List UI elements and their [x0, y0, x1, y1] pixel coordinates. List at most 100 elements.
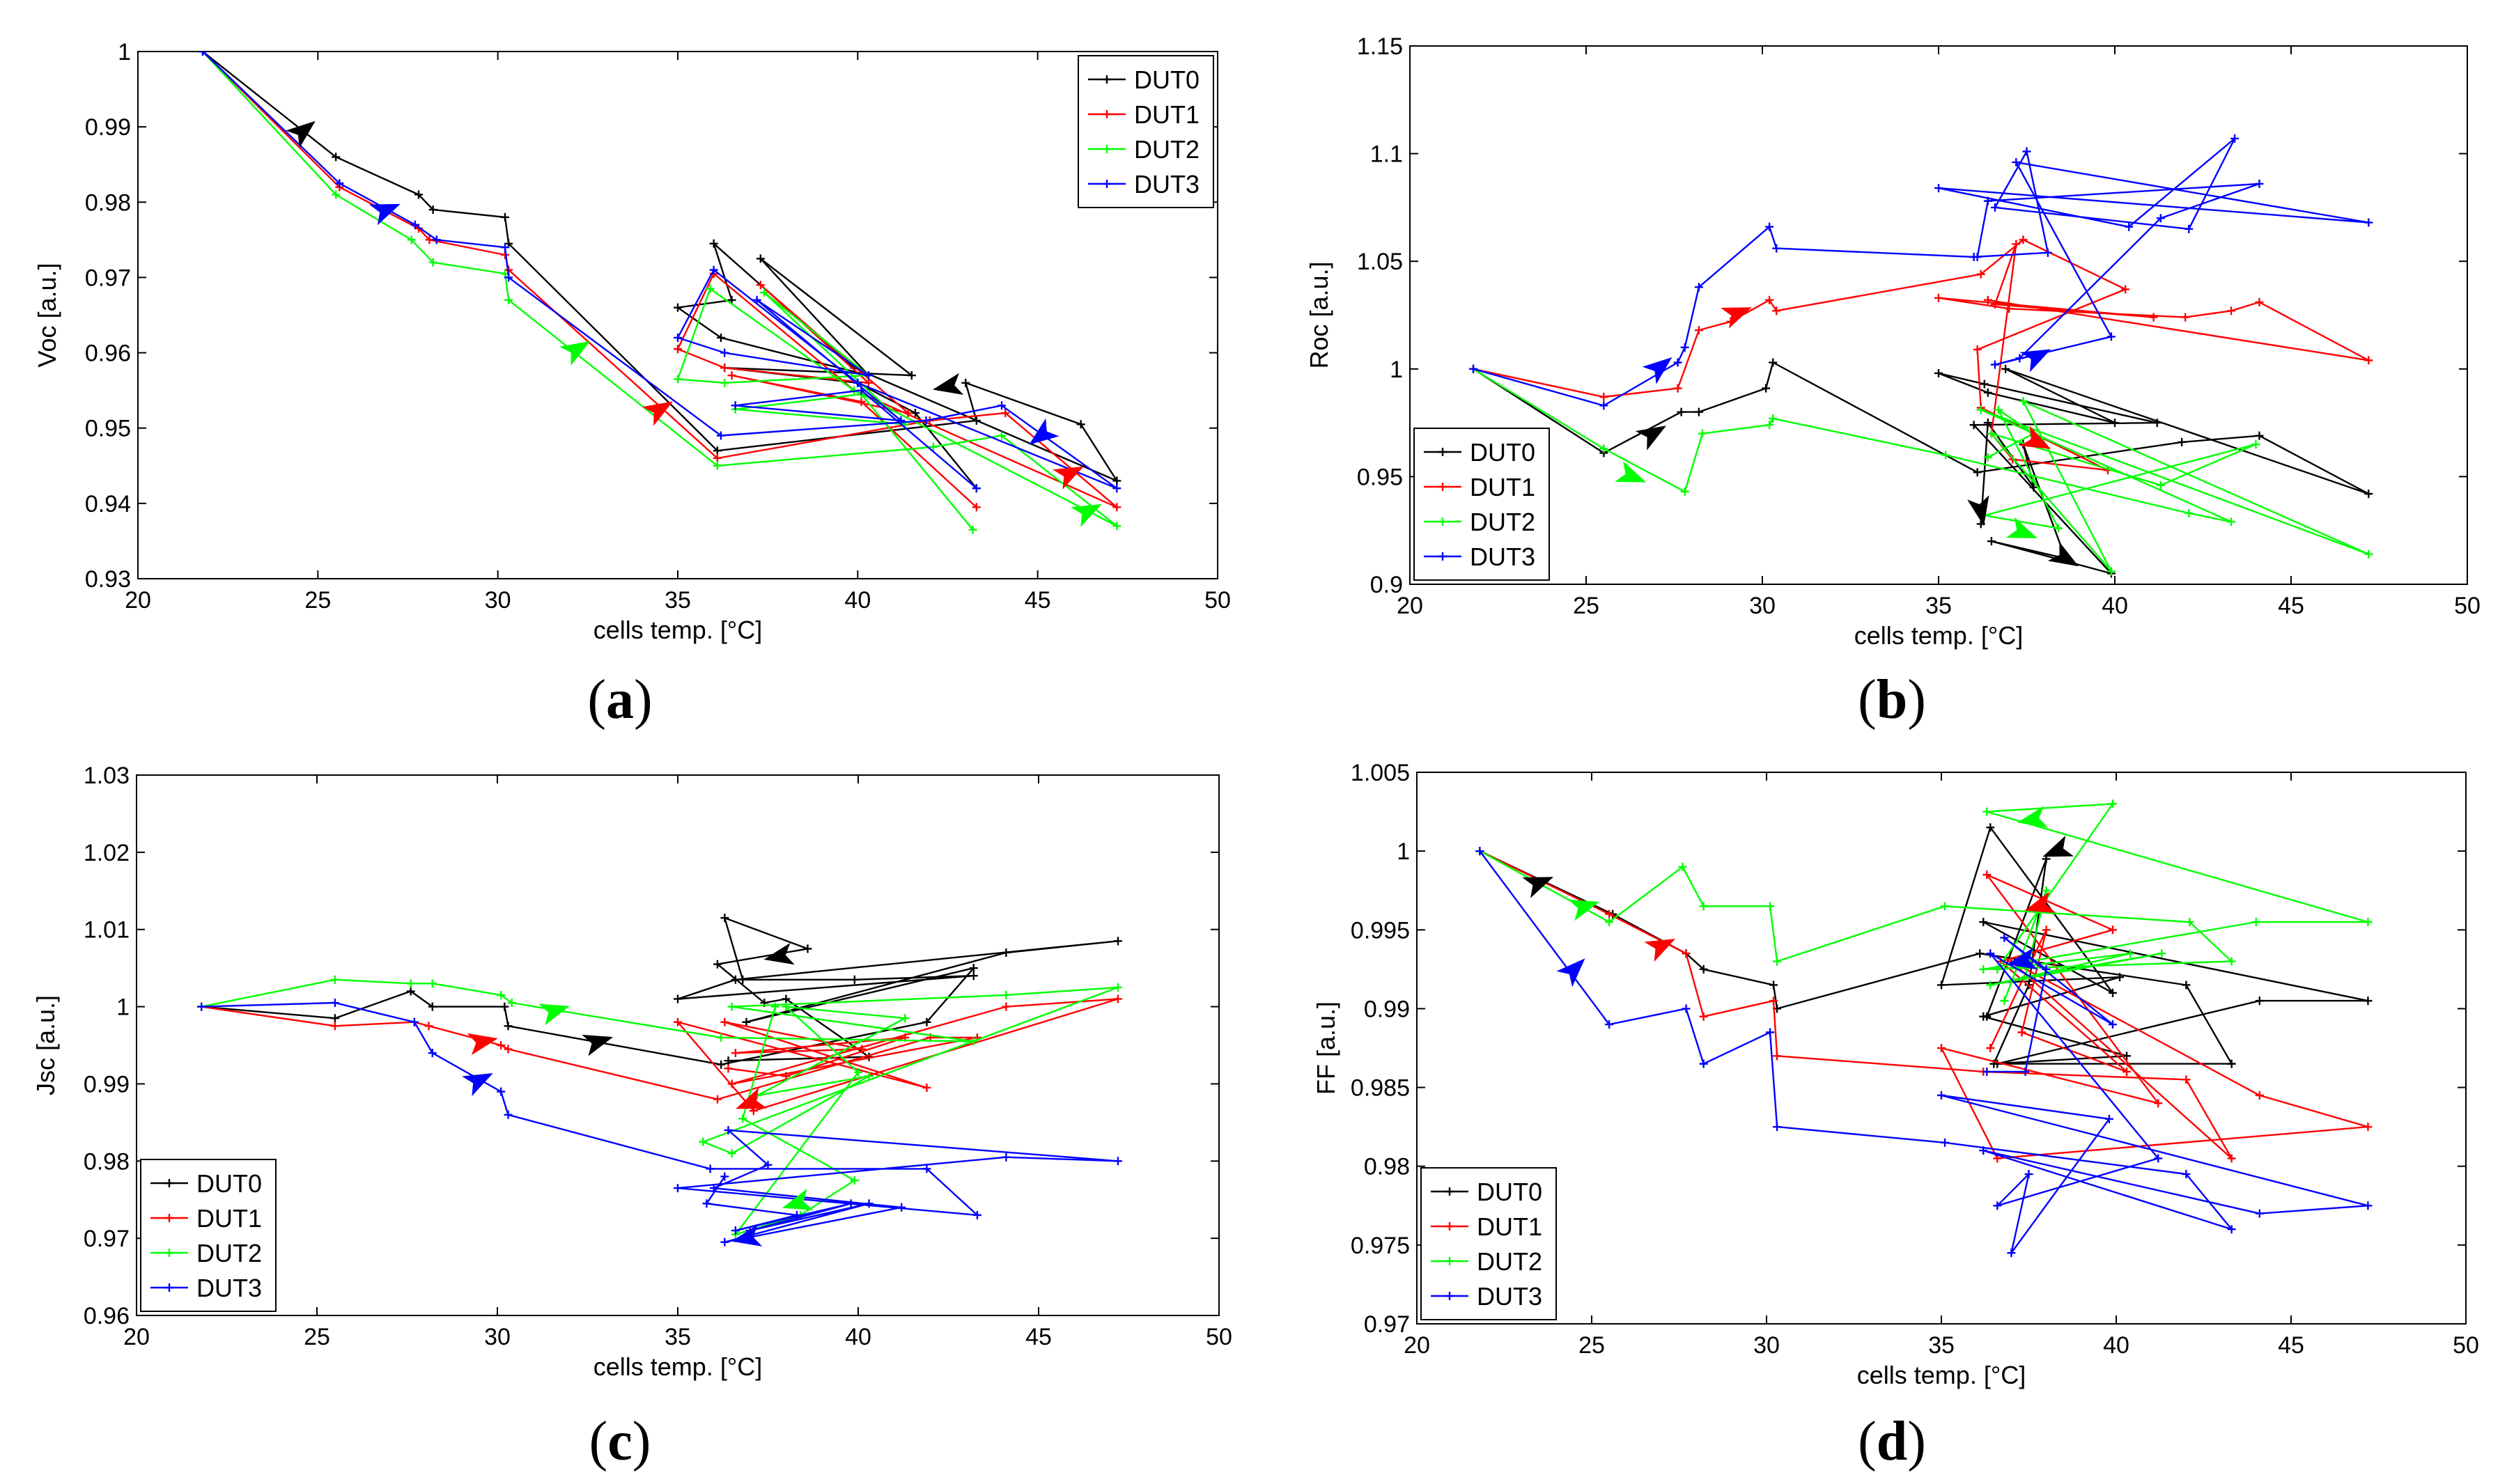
direction-arrow [2017, 806, 2049, 828]
data-point [717, 333, 725, 342]
legend: DUT0 DUT1 DUT2 DUT3 [1420, 1167, 1557, 1320]
data-point [864, 1199, 874, 1208]
data-point [864, 371, 873, 380]
data-point [720, 378, 729, 387]
y-tick-label: 0.98 [1364, 1154, 1410, 1180]
series-line-dut1 [1479, 850, 2369, 1159]
data-point [742, 1017, 751, 1026]
data-point [702, 1199, 711, 1208]
data-point [2000, 997, 2009, 1006]
y-tick-label: 0.985 [1351, 1075, 1410, 1102]
data-point [2108, 988, 2117, 997]
direction-arrow [2042, 835, 2074, 857]
direction-arrow [368, 203, 401, 226]
x-tick-label: 30 [484, 1324, 511, 1350]
data-point [2185, 917, 2194, 926]
data-point [972, 1210, 981, 1219]
data-point [922, 416, 931, 425]
panel-roc: 20 25 30 35 40 45 50 0.9 0.95 1 1.05 1.1 1.15 cells t… [1254, 0, 2507, 742]
legend-label: DUT2 [1470, 508, 1535, 536]
data-point [1937, 1091, 1946, 1100]
data-point [782, 1002, 791, 1011]
data-point [2106, 567, 2116, 576]
legend-marker [165, 1249, 173, 1257]
legend-marker [1445, 1222, 1454, 1231]
data-point [497, 1087, 506, 1096]
legend-marker [165, 1214, 173, 1222]
direction-arrow [1568, 899, 1600, 921]
data-point [504, 295, 513, 304]
data-point [2116, 973, 2125, 982]
legend-label: DUT3 [1477, 1282, 1542, 1311]
data-point [1002, 948, 1011, 957]
series-line-dut3 [1479, 850, 2369, 1254]
data-point [414, 190, 423, 199]
legend-label: DUT0 [1477, 1178, 1542, 1206]
legend-label: DUT3 [196, 1274, 262, 1302]
data-point [850, 1176, 859, 1185]
data-point [724, 1056, 733, 1065]
data-point [2182, 1075, 2191, 1084]
plot-area [136, 774, 1220, 1316]
data-point [1599, 392, 1608, 401]
data-point [717, 431, 725, 440]
data-point [1982, 1012, 1992, 1021]
data-point [1699, 1059, 1708, 1068]
data-point [1941, 902, 1950, 911]
data-point [1113, 983, 1122, 992]
y-tick-label: 0.96 [85, 341, 131, 367]
data-point [497, 990, 506, 999]
legend-label: DUT1 [1134, 100, 1200, 129]
data-point [330, 1014, 339, 1023]
data-point [1769, 358, 1778, 367]
legend: DUT0 DUT1 DUT2 DUT3 [140, 1159, 277, 1312]
data-point [1769, 414, 1778, 423]
y-tick-label: 0.97 [1364, 1311, 1410, 1338]
data-point [2043, 248, 2052, 257]
data-point [197, 1002, 206, 1011]
data-point [727, 1149, 736, 1158]
x-tick-label: 50 [1204, 587, 1231, 614]
data-point [1680, 487, 1689, 497]
data-point [1987, 429, 1996, 438]
data-point [1698, 429, 1707, 438]
y-tick-label: 0.95 [85, 416, 131, 442]
data-point [929, 442, 938, 451]
data-point [2007, 1249, 2016, 1258]
data-point [709, 239, 718, 248]
x-tick-label: 20 [125, 587, 151, 614]
data-point [1934, 293, 1943, 302]
data-point [756, 254, 765, 263]
data-point [1694, 407, 1703, 416]
y-tick-label: 0.97 [85, 265, 131, 291]
data-point [674, 345, 682, 354]
data-point [922, 1017, 931, 1026]
y-tick-label: 0.99 [85, 114, 131, 141]
direction-arrow [2019, 349, 2051, 373]
data-point [1112, 522, 1121, 531]
data-point [727, 295, 736, 304]
data-point [763, 1160, 773, 1169]
legend-label: DUT1 [196, 1204, 262, 1233]
data-point [738, 1114, 747, 1123]
data-point [428, 979, 437, 988]
data-point [1113, 937, 1122, 946]
data-point [2005, 304, 2014, 313]
data-point [727, 1079, 736, 1088]
legend-box [140, 1159, 277, 1312]
data-point [2125, 222, 2134, 231]
data-point [2227, 957, 2236, 966]
data-point [2364, 490, 2373, 499]
data-point [720, 1172, 729, 1181]
direction-arrow [1635, 425, 1667, 451]
data-point [1762, 384, 1771, 393]
data-point [501, 243, 509, 252]
data-point [1694, 326, 1703, 335]
direction-arrow [1615, 461, 1647, 483]
data-point [407, 235, 416, 244]
data-point [1987, 537, 1996, 546]
data-point [2227, 1059, 2236, 1068]
direction-arrow [1522, 877, 1554, 898]
data-point [713, 960, 722, 969]
